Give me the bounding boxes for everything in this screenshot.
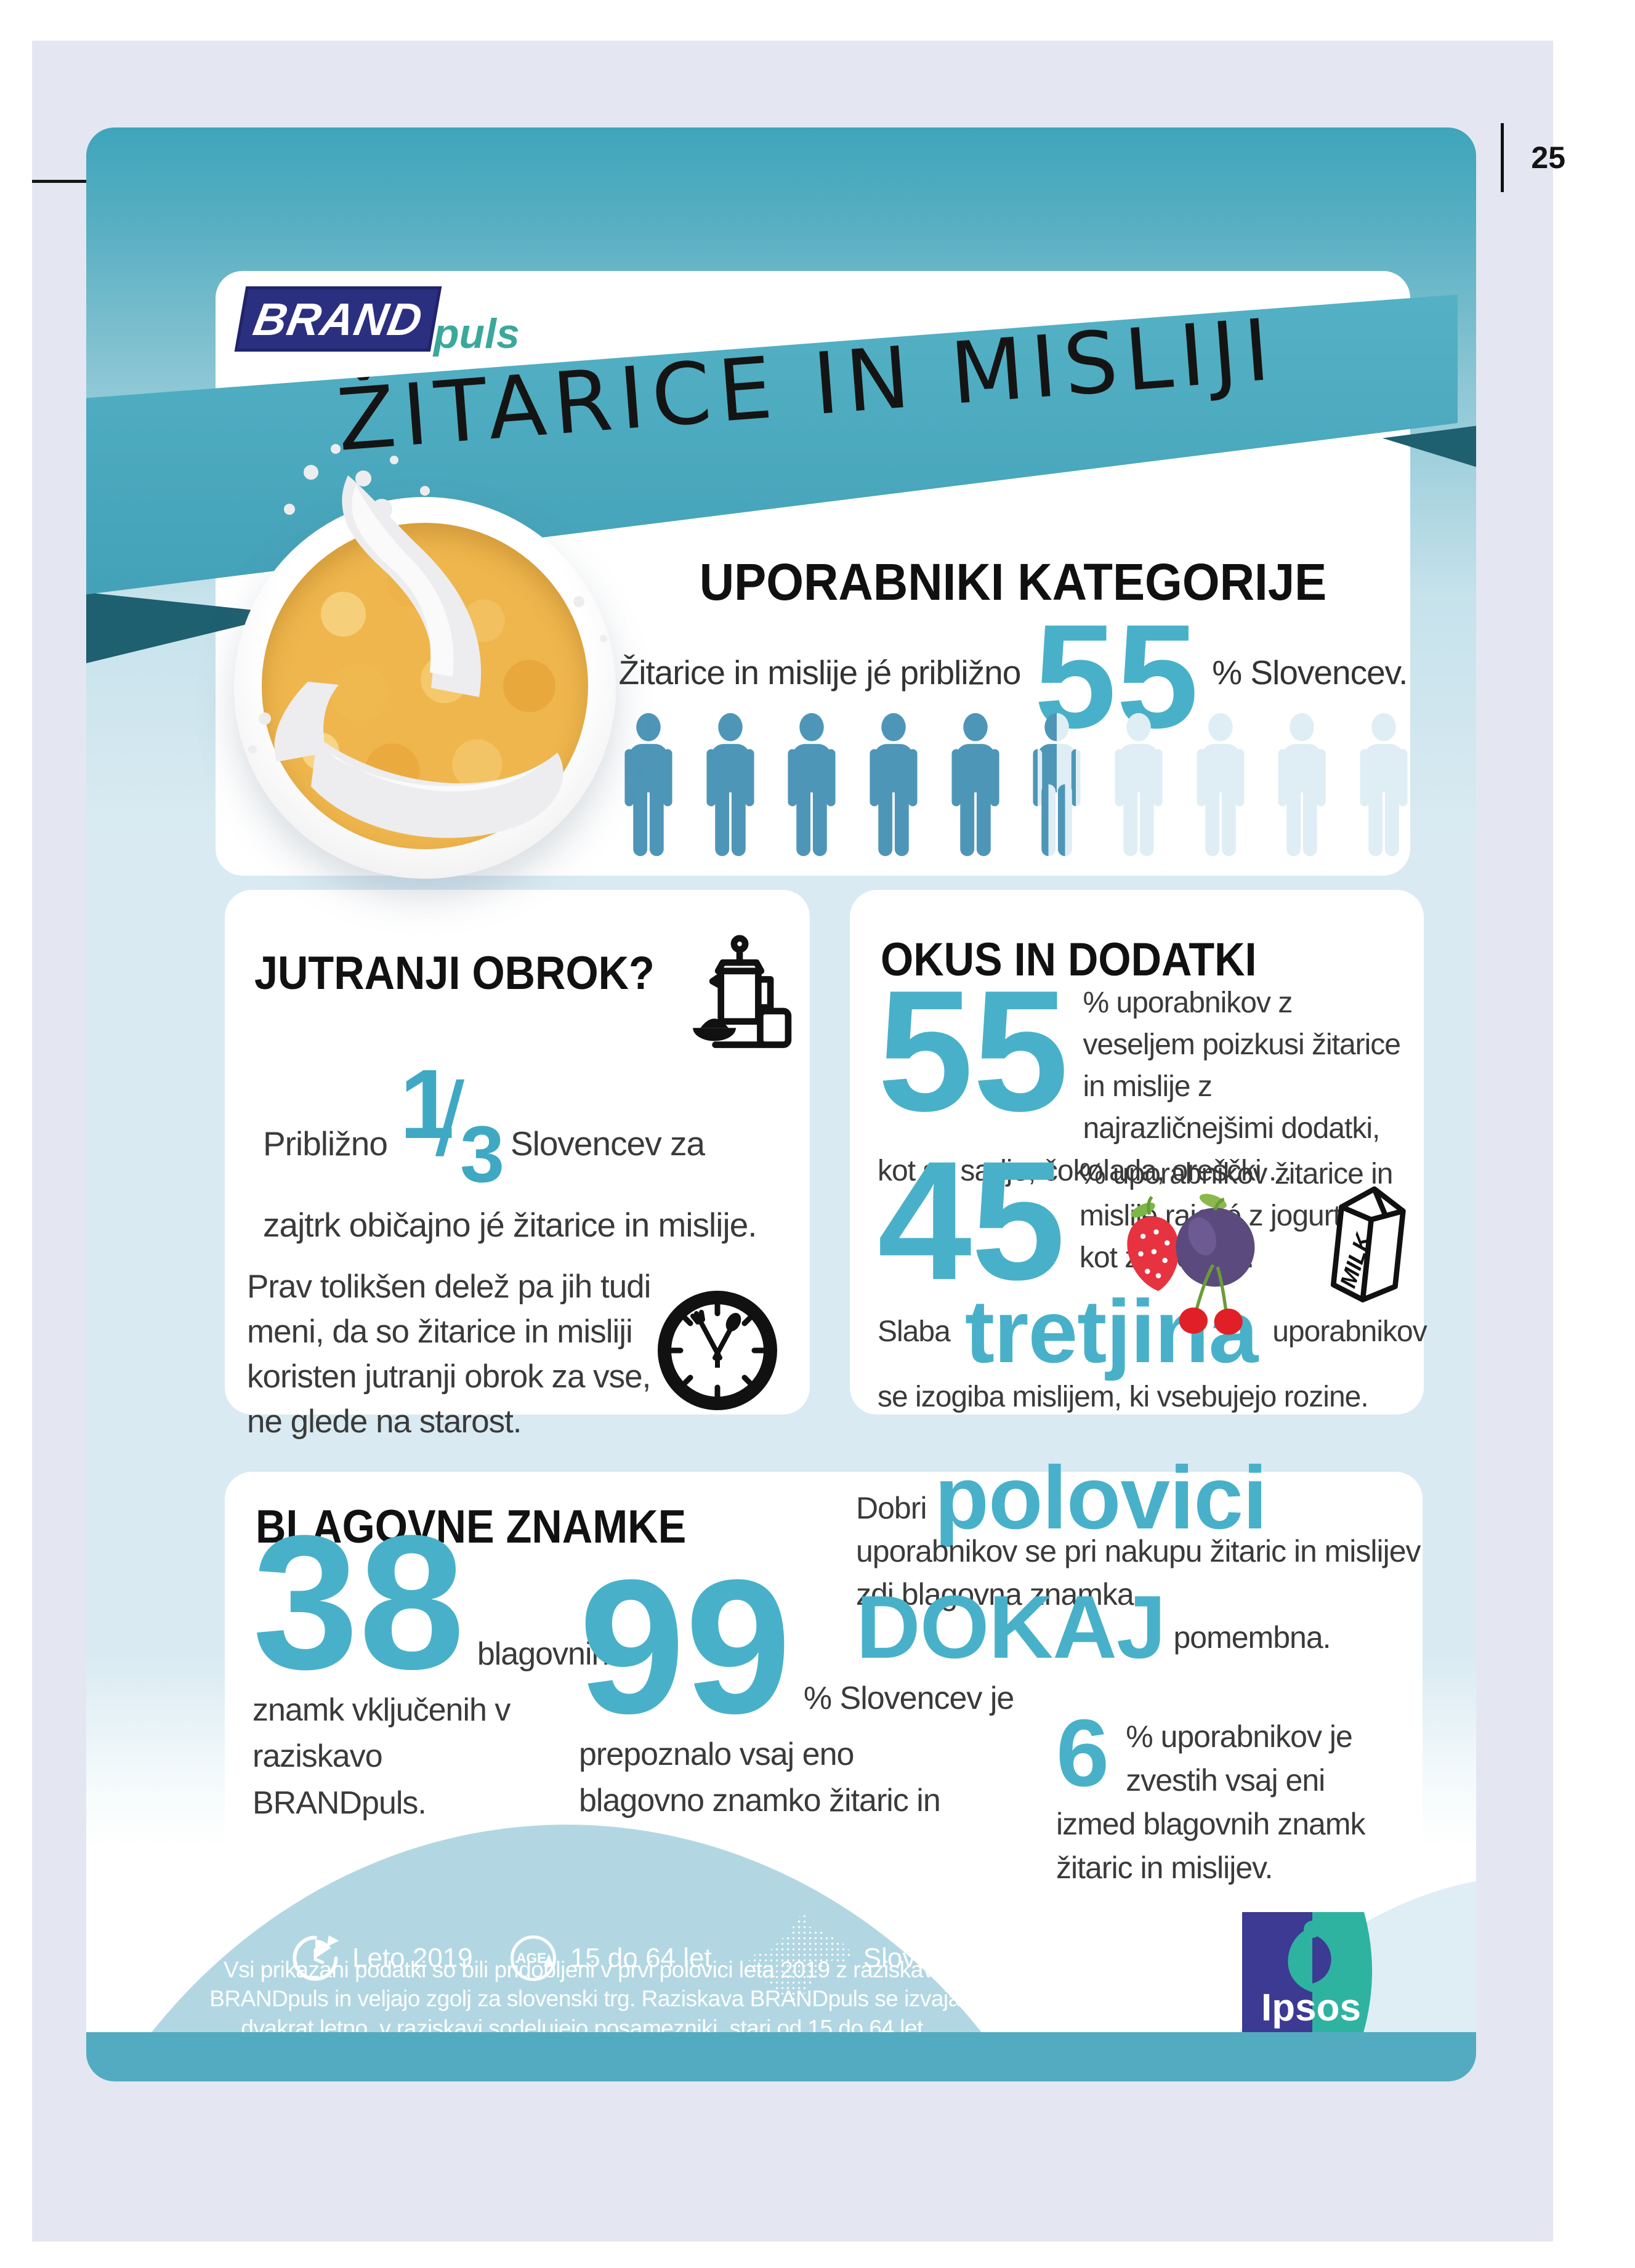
fraction-after: Slovencev za: [510, 1124, 705, 1163]
country-label: Slovenija: [863, 1943, 974, 1973]
year-clock-icon: [293, 1935, 339, 1981]
category-users-heading: UPORABNIKI KATEGORIJE: [699, 553, 1327, 611]
brand-logo-box: BRAND: [234, 286, 442, 352]
stat-55-text: % uporabnikov z veseljem poizkusi žitari…: [878, 987, 1401, 1187]
page-number: 25: [1531, 140, 1566, 175]
people-row: [619, 712, 1413, 862]
taste-stat-45: 45% uporabnikov žitarice in mislije raje…: [878, 1126, 1407, 1315]
raisins-statement-line2: se izogiba mislijem, ki vsebujejo rozine…: [878, 1381, 1369, 1413]
ipsos-logo: Ipsos: [1242, 1912, 1373, 2039]
stat-38-word: blagovnih: [477, 1636, 610, 1672]
morning-meal-heading: JUTRANJI OBROK?: [254, 947, 655, 999]
brands-stat-38: 38 blagovnih znamk vključenih v raziskav…: [252, 1495, 610, 1826]
raisins-after: uporabnikov: [1272, 1315, 1427, 1348]
survey-meta-row: Leto 2019 AGE 15 do 64 let Slovenija: [289, 1913, 1007, 2003]
brands-card: BLAGOVNE ZNAMKE 38 blagovnih znamk vklju…: [225, 1453, 1423, 1903]
person-icon: [1033, 712, 1081, 857]
milk-carton-icon: MILK: [1330, 1186, 1406, 1302]
brands-heading: BLAGOVNE ZNAMKE: [256, 1501, 687, 1553]
year-label: Leto 2019: [352, 1943, 473, 1973]
fraction-denominator: 3: [459, 1109, 504, 1199]
stat-55-value: 55: [878, 955, 1068, 1147]
brands-stat-99: 99 % Slovencev je prepoznalo vsaj eno bl…: [579, 1540, 1015, 1871]
morning-meal-paragraph: Prav tolikšen delež pa jih tudi meni, da…: [247, 1269, 651, 1440]
stat-38-rest: znamk vključenih v raziskavo BRANDpuls.: [252, 1692, 511, 1821]
coffee-press-icon: [693, 935, 792, 1048]
ipsos-logo-text: Ipsos: [1261, 1987, 1361, 2029]
importance-after: pomembna.: [1173, 1620, 1331, 1655]
person-icon: [706, 712, 754, 857]
one-third-fraction: 1 / 3: [396, 1055, 504, 1205]
person-icon: [1360, 712, 1408, 857]
infographic-panel: ŽITARICE IN MISLIJI BRAND puls: [86, 127, 1476, 2081]
age-label: 15 do 64 let: [570, 1943, 712, 1973]
stat-45-value: 45: [878, 1126, 1065, 1315]
disclaimer-line-2: BRANDpuls in veljajo zgolj za slovenski …: [209, 1986, 961, 2012]
morning-meal-card: JUTRANJI OBROK? Približno 1: [225, 890, 810, 1440]
stat-38-value: 38: [252, 1495, 465, 1709]
category-users-statement: Žitarice in mislije jé približno 55 % Sl…: [610, 602, 1416, 750]
fraction-before: Približno: [263, 1124, 388, 1163]
brand-importance-statement: Dobri polovici uporabnikov se pri nakupu…: [856, 1453, 1423, 1672]
milk-splash-icon: [248, 444, 607, 838]
cereal-bowl-photo: [209, 417, 640, 897]
raisins-statement: Slaba tretjina uporabnikov: [878, 1281, 1427, 1381]
person-icon: [788, 712, 836, 857]
person-icon: [1115, 712, 1163, 857]
brand-logo-sub: puls: [434, 310, 520, 357]
fraction-slash: /: [435, 1061, 464, 1178]
person-icon: [1278, 712, 1326, 857]
importance-mid: uporabnikov se pri nakupu žitaric in mis…: [856, 1534, 1421, 1612]
person-icon: [951, 712, 999, 857]
statement-after: % Slovencev.: [1212, 653, 1408, 692]
raisins-highlight: tretjina: [964, 1281, 1258, 1381]
importance-half-highlight: polovici: [934, 1448, 1267, 1548]
taste-heading: OKUS IN DODATKI: [881, 934, 1257, 986]
brand-logo-main: BRAND: [249, 293, 427, 345]
fruit-icons: [1127, 1193, 1255, 1335]
fraction-statement: Približno 1 / 3 Slovencev za: [263, 1055, 705, 1205]
person-icon: [1197, 712, 1245, 857]
person-icon: [624, 712, 672, 857]
fraction-numerator: 1: [399, 1049, 454, 1159]
person-icon: [870, 712, 918, 857]
disclaimer-line-1: Vsi prikazani podatki so bili pridobljen…: [224, 1957, 947, 1982]
taste-card: OKUS IN DODATKI 55% uporabnikov z veselj…: [850, 890, 1427, 1414]
statement-before: Žitarice in mislije jé približno: [618, 653, 1022, 692]
clock-cutlery-icon: [658, 1291, 777, 1410]
brandpuls-logo: BRAND puls: [234, 286, 520, 357]
raisins-before: Slaba: [878, 1315, 951, 1348]
brands-stat-6: 6% uporabnikov je zvestih vsaj eni izmed…: [1056, 1700, 1401, 1890]
fraction-statement-line2: zajtrk običajno jé žitarice in mislije.: [263, 1206, 757, 1244]
importance-before: Dobri: [856, 1491, 927, 1525]
age-icon-label: AGE: [516, 1950, 546, 1966]
importance-dokaj-highlight: DOKAJ: [856, 1577, 1166, 1677]
disclaimer: Vsi prikazani podatki so bili pridobljen…: [139, 1955, 1031, 2043]
taste-stat-55: 55% uporabnikov z veseljem poizkusi žita…: [878, 955, 1401, 1192]
age-icon: AGE: [510, 1935, 556, 1981]
vertical-divider: [1501, 123, 1504, 192]
bottom-teal-strip: [86, 2032, 1476, 2081]
stat-99-word: % Slovencev je: [803, 1681, 1015, 1716]
margin-tick-line: [32, 180, 86, 183]
stat-6-text: % uporabnikov je zvestih vsaj eni izmed …: [1056, 1719, 1365, 1885]
stat-6-value: 6: [1056, 1700, 1109, 1806]
stat-99-value: 99: [579, 1540, 791, 1753]
